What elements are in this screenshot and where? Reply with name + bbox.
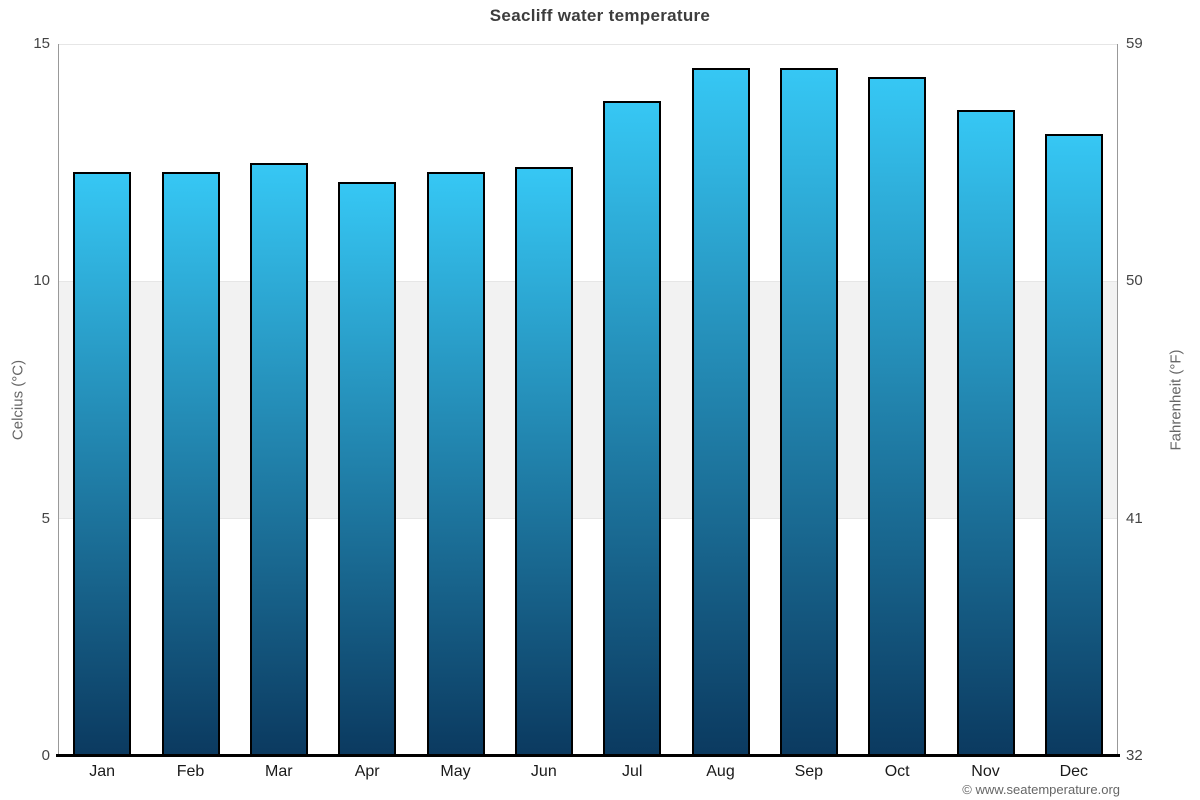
x-tick-oct: Oct [884, 763, 910, 780]
plot-band-5-10 [58, 281, 1118, 519]
y-tick-right-32: 32 [1126, 747, 1143, 764]
x-tick-apr: Apr [354, 763, 380, 780]
y-axis-left-title: Celcius (°C) [9, 359, 27, 441]
bar-apr[interactable] [338, 181, 397, 756]
bar-jan[interactable] [73, 172, 132, 756]
y-axis-right-line [1117, 44, 1118, 756]
bar-dec[interactable] [1044, 134, 1103, 756]
chart-title: Seacliff water temperature [489, 6, 711, 25]
x-tick-jul: Jul [621, 763, 643, 780]
x-tick-dec: Dec [1059, 763, 1089, 780]
gridline-10c [58, 280, 1118, 282]
x-tick-may: May [440, 763, 471, 780]
bar-jun[interactable] [514, 167, 573, 756]
bar-sep[interactable] [779, 67, 838, 756]
x-tick-mar: Mar [265, 763, 293, 780]
y-axis-left-line [58, 44, 59, 756]
bar-may[interactable] [426, 172, 485, 756]
x-tick-jun: Jun [530, 763, 557, 780]
gridline-5c [58, 518, 1118, 520]
x-tick-feb: Feb [176, 763, 205, 780]
y-tick-left-10: 10 [33, 272, 50, 290]
y-tick-left-5: 5 [41, 509, 50, 527]
gridline-15c [58, 43, 1118, 45]
bar-nov[interactable] [956, 110, 1015, 756]
x-tick-sep: Sep [794, 763, 824, 780]
x-axis-line [56, 754, 1120, 757]
x-tick-nov: Nov [971, 763, 1000, 780]
y-tick-right-50: 50 [1126, 272, 1143, 290]
bar-aug[interactable] [691, 67, 750, 756]
x-tick-aug: Aug [706, 763, 735, 780]
x-tick-jan: Jan [89, 763, 116, 780]
bar-feb[interactable] [161, 172, 220, 756]
y-tick-left-0: 0 [41, 747, 50, 764]
bar-mar[interactable] [249, 162, 308, 756]
y-axis-right-title: Fahrenheit (°F) [1167, 349, 1185, 451]
y-tick-right-41: 41 [1126, 509, 1143, 527]
y-tick-right-59: 59 [1126, 35, 1143, 52]
attribution-text: © www.seatemperature.org [962, 782, 1120, 797]
bar-oct[interactable] [868, 77, 927, 756]
bar-jul[interactable] [603, 100, 662, 756]
y-tick-left-15: 15 [33, 35, 50, 52]
